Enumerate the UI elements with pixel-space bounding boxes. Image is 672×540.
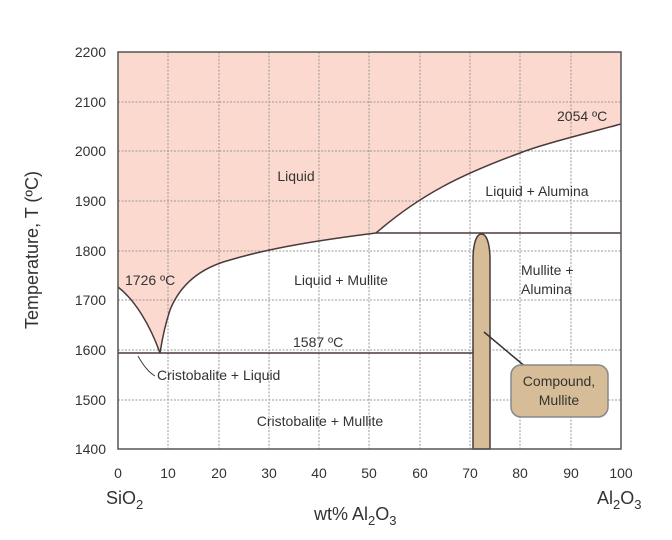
al2o3-end-label: Al2O3 bbox=[597, 488, 642, 512]
svg-text:1600: 1600 bbox=[75, 342, 106, 358]
svg-text:1400: 1400 bbox=[75, 441, 106, 457]
x-axis-ticks: 0 10 20 30 40 50 60 70 80 90 100 bbox=[114, 465, 633, 481]
svg-text:100: 100 bbox=[609, 465, 633, 481]
svg-text:1700: 1700 bbox=[75, 292, 106, 308]
svg-text:10: 10 bbox=[160, 465, 176, 481]
svg-text:50: 50 bbox=[361, 465, 377, 481]
mullite-compound-region bbox=[472, 233, 491, 450]
annotation-1587: 1587 ºC bbox=[293, 334, 343, 350]
phase-boundaries bbox=[117, 123, 622, 354]
svg-text:2200: 2200 bbox=[75, 44, 106, 60]
leader-compound-mullite bbox=[483, 331, 528, 369]
svg-text:20: 20 bbox=[211, 465, 227, 481]
liquidus-alumina-side bbox=[375, 123, 622, 234]
x-axis-title: wt% Al2O3 bbox=[313, 504, 397, 528]
region-cristobalite-mullite: Cristobalite + Mullite bbox=[257, 413, 384, 429]
sio2-end-label: SiO2 bbox=[106, 488, 143, 512]
region-cristobalite-liquid: Cristobalite + Liquid bbox=[157, 367, 280, 383]
y-axis-title: Temperature, T (ºC) bbox=[22, 171, 42, 329]
svg-text:70: 70 bbox=[462, 465, 478, 481]
svg-text:1500: 1500 bbox=[75, 392, 106, 408]
svg-text:80: 80 bbox=[512, 465, 528, 481]
y-axis-ticks: 2200 2100 2000 1900 1800 1700 1600 1500 … bbox=[75, 44, 106, 457]
region-mullite-alumina-line2: Alumina bbox=[521, 281, 572, 297]
svg-text:2100: 2100 bbox=[75, 94, 106, 110]
svg-text:1900: 1900 bbox=[75, 193, 106, 209]
svg-text:60: 60 bbox=[412, 465, 428, 481]
compound-label-line1: Compound, bbox=[523, 373, 595, 389]
compound-label-line2: Mullite bbox=[539, 392, 580, 408]
region-liquid-alumina: Liquid + Alumina bbox=[485, 183, 588, 199]
svg-text:90: 90 bbox=[563, 465, 579, 481]
compound-callout-box bbox=[510, 364, 609, 418]
region-liquid: Liquid bbox=[277, 168, 314, 184]
svg-text:2000: 2000 bbox=[75, 143, 106, 159]
annotation-2054: 2054 ºC bbox=[557, 108, 607, 124]
annotation-1726: 1726 ºC bbox=[125, 272, 175, 288]
region-liquid-mullite: Liquid + Mullite bbox=[294, 272, 388, 288]
leader-cristobalite-liquid bbox=[137, 355, 156, 377]
svg-text:30: 30 bbox=[261, 465, 277, 481]
liquidus-mullite-side bbox=[159, 232, 377, 354]
plot-frame bbox=[117, 51, 622, 450]
liquidus-sio2-side bbox=[117, 286, 161, 354]
svg-text:0: 0 bbox=[114, 465, 122, 481]
region-mullite-alumina-line1: Mullite + bbox=[521, 262, 574, 278]
svg-text:40: 40 bbox=[311, 465, 327, 481]
svg-text:1800: 1800 bbox=[75, 243, 106, 259]
